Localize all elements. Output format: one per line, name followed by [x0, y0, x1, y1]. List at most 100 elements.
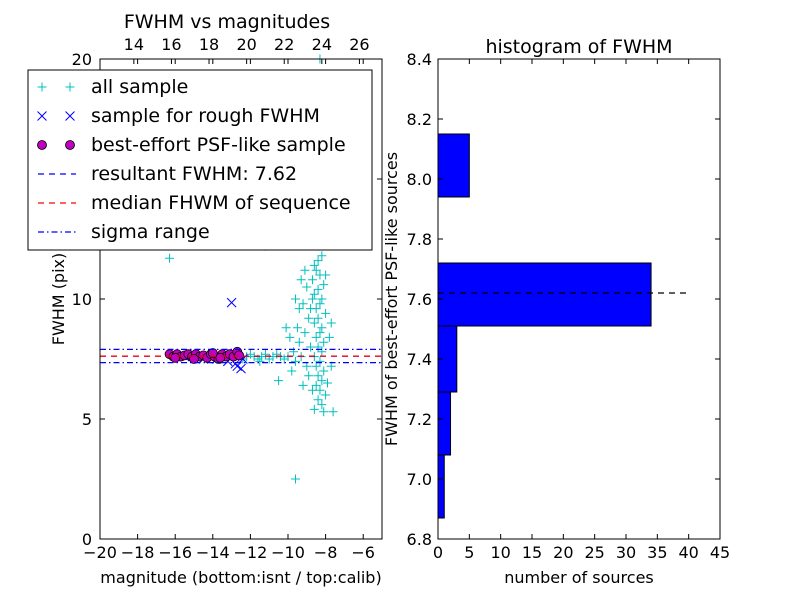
scatter-point: [285, 332, 295, 342]
y-tick-label: 5: [82, 410, 92, 429]
y-tick-label: 7.4: [407, 350, 432, 369]
scatter-point: [311, 265, 321, 275]
x-tick-label: 45: [710, 543, 730, 562]
scatter-point: [321, 308, 331, 318]
scatter-point: [315, 299, 325, 309]
top-tick-label: 22: [274, 35, 294, 54]
top-tick-label: 14: [124, 35, 144, 54]
histogram-ticks: 0 5 10 15 20 25 30 35 40 45 6.8 7.0 7.2 7.4 7.6 7.8 8.0 8…: [407, 50, 731, 562]
x-tick-label: −10: [271, 543, 305, 562]
legend-box: [27, 69, 373, 251]
y-tick-label: 7.0: [407, 470, 432, 489]
scatter-point: [304, 371, 314, 381]
scatter-point: [245, 349, 255, 359]
legend-marker: [65, 82, 75, 92]
scatter-point: [298, 380, 308, 390]
y-tick-label: 6.8: [407, 530, 432, 549]
scatter-point: [291, 474, 301, 484]
scatter-point: [255, 356, 265, 366]
y-tick-label: 7.6: [407, 290, 432, 309]
scatter-point: [315, 356, 325, 366]
legend-entry: resultant FWHM: 7.62: [38, 163, 297, 185]
x-tick-label: 15: [522, 543, 542, 562]
x-tick-label: 25: [584, 543, 604, 562]
scatter-point: [298, 299, 308, 309]
scatter-point: [306, 342, 316, 352]
scatter-point: [309, 404, 319, 414]
top-tick-label: 20: [236, 35, 256, 54]
scatter-point: [317, 251, 327, 261]
scatter-point: [292, 323, 302, 333]
histogram-x-label: number of sources: [504, 568, 654, 587]
top-tick-label: 18: [199, 35, 219, 54]
scatter-point: [328, 407, 338, 417]
scatter-point: [309, 289, 319, 299]
y-tick-label: 20: [72, 50, 92, 69]
scatter-point: [315, 385, 325, 395]
scatter-x-label: magnitude (bottom:isnt / top:calib): [100, 568, 381, 587]
legend-label: all sample: [91, 76, 188, 98]
scatter-point: [326, 318, 336, 328]
histogram-bar: [437, 133, 470, 198]
x-tick-label: 10: [490, 543, 510, 562]
x-tick-label: −6: [351, 543, 375, 562]
y-tick-label: 7.8: [407, 230, 432, 249]
legend-marker: [37, 140, 47, 150]
scatter-point: [226, 297, 237, 308]
histogram-bar: [437, 454, 445, 519]
legend-label: median FHWM of sequence: [91, 192, 351, 214]
x-tick-label: 30: [616, 543, 636, 562]
top-tick-label: 24: [312, 35, 332, 54]
histogram-title: histogram of FWHM: [485, 36, 672, 58]
scatter-point: [309, 318, 319, 328]
scatter-point: [296, 275, 306, 285]
scatter-point: [300, 328, 310, 338]
x-tick-label: −8: [314, 543, 338, 562]
scatter-point: [322, 378, 332, 388]
scatter-point: [319, 366, 329, 376]
scatter-point: [307, 275, 317, 285]
y-tick-label: 7.2: [407, 410, 432, 429]
legend-label: sigma range: [91, 221, 210, 243]
scatter-point: [294, 304, 304, 314]
y-tick-label: 8.4: [407, 50, 432, 69]
x-tick-label: 40: [678, 543, 698, 562]
scatter-point: [313, 395, 323, 405]
scatter-point: [207, 348, 218, 358]
y-tick-label: 8.2: [407, 110, 432, 129]
scatter-point: [313, 313, 323, 323]
scatter-title: FWHM vs magnitudes: [124, 11, 330, 33]
x-tick-label: 20: [553, 543, 573, 562]
scatter-point: [234, 350, 245, 361]
top-tick-label: 26: [349, 35, 369, 54]
scatter-point: [291, 356, 301, 366]
scatter-point: [319, 280, 329, 290]
histogram-bar: [437, 391, 452, 456]
scatter-point: [313, 284, 323, 294]
scatter-point: [313, 371, 323, 381]
scatter-point: [281, 323, 291, 333]
scatter-point: [287, 366, 297, 376]
scatter-point: [311, 332, 321, 342]
x-tick-label: 35: [647, 543, 667, 562]
scatter-point: [294, 337, 304, 347]
y-tick-label: 0: [82, 530, 92, 549]
x-tick-label: −20: [83, 543, 117, 562]
x-tick-label: 5: [464, 543, 474, 562]
scatter-point: [170, 352, 181, 363]
scatter-point: [317, 323, 327, 333]
scatter-plot-area: [100, 54, 382, 484]
legend-label: resultant FWHM: 7.62: [91, 163, 297, 185]
scatter-point: [279, 354, 289, 364]
scatter-point: [215, 352, 226, 363]
scatter-point: [309, 260, 319, 270]
legend-marker: [37, 111, 47, 121]
scatter-point: [319, 337, 329, 347]
legend-entries: all sample sample for rough FWHM best-effo…: [37, 76, 351, 243]
x-tick-label: −16: [158, 543, 192, 562]
histogram-chart: 0 5 10 15 20 25 30 35 40 45 6.8 7.0 7.2 7.4 7.6 7.8 8.0 8…: [382, 36, 730, 587]
legend-marker: [37, 82, 47, 92]
scatter-point: [272, 349, 282, 359]
histogram-plot-area: [437, 133, 689, 519]
